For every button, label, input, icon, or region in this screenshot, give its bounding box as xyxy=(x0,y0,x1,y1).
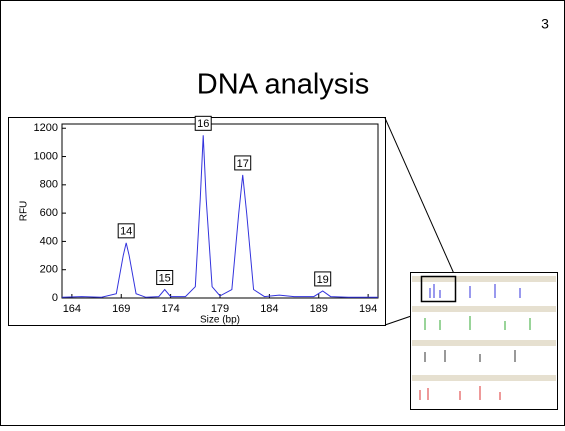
thumb-band xyxy=(412,375,556,381)
thumbnail xyxy=(411,273,558,410)
peak-label: 17 xyxy=(237,158,249,170)
x-tick-label: 174 xyxy=(161,303,179,315)
thumb-band xyxy=(412,340,556,346)
peak-label: 14 xyxy=(120,226,132,238)
peak-label: 19 xyxy=(317,274,329,286)
y-tick-label: 800 xyxy=(40,179,58,191)
y-tick-label: 1000 xyxy=(34,150,58,162)
page-number: 3 xyxy=(541,16,549,32)
y-tick-label: 400 xyxy=(40,235,58,247)
slide-title: DNA analysis xyxy=(197,69,369,101)
thumb-band xyxy=(412,306,556,312)
y-tick-label: 1200 xyxy=(34,122,58,134)
peak-label: 16 xyxy=(197,118,209,130)
x-tick-label: 194 xyxy=(359,303,377,315)
y-axis-label: RFU xyxy=(19,201,30,222)
x-tick-label: 189 xyxy=(310,303,328,315)
x-axis-label: Size (bp) xyxy=(200,315,240,326)
chart-frame xyxy=(9,118,386,326)
y-tick-label: 200 xyxy=(40,264,58,276)
slide: 3 DNA analysis 0 200 400 600 800 1000 1200 164 1… xyxy=(0,0,565,426)
x-tick-label: 169 xyxy=(112,303,130,315)
x-tick-label: 164 xyxy=(63,303,81,315)
y-tick-label: 0 xyxy=(52,292,58,304)
x-tick-label: 184 xyxy=(260,303,278,315)
x-tick-label: 179 xyxy=(211,303,229,315)
peak-label: 15 xyxy=(159,272,171,284)
y-tick-label: 600 xyxy=(40,207,58,219)
